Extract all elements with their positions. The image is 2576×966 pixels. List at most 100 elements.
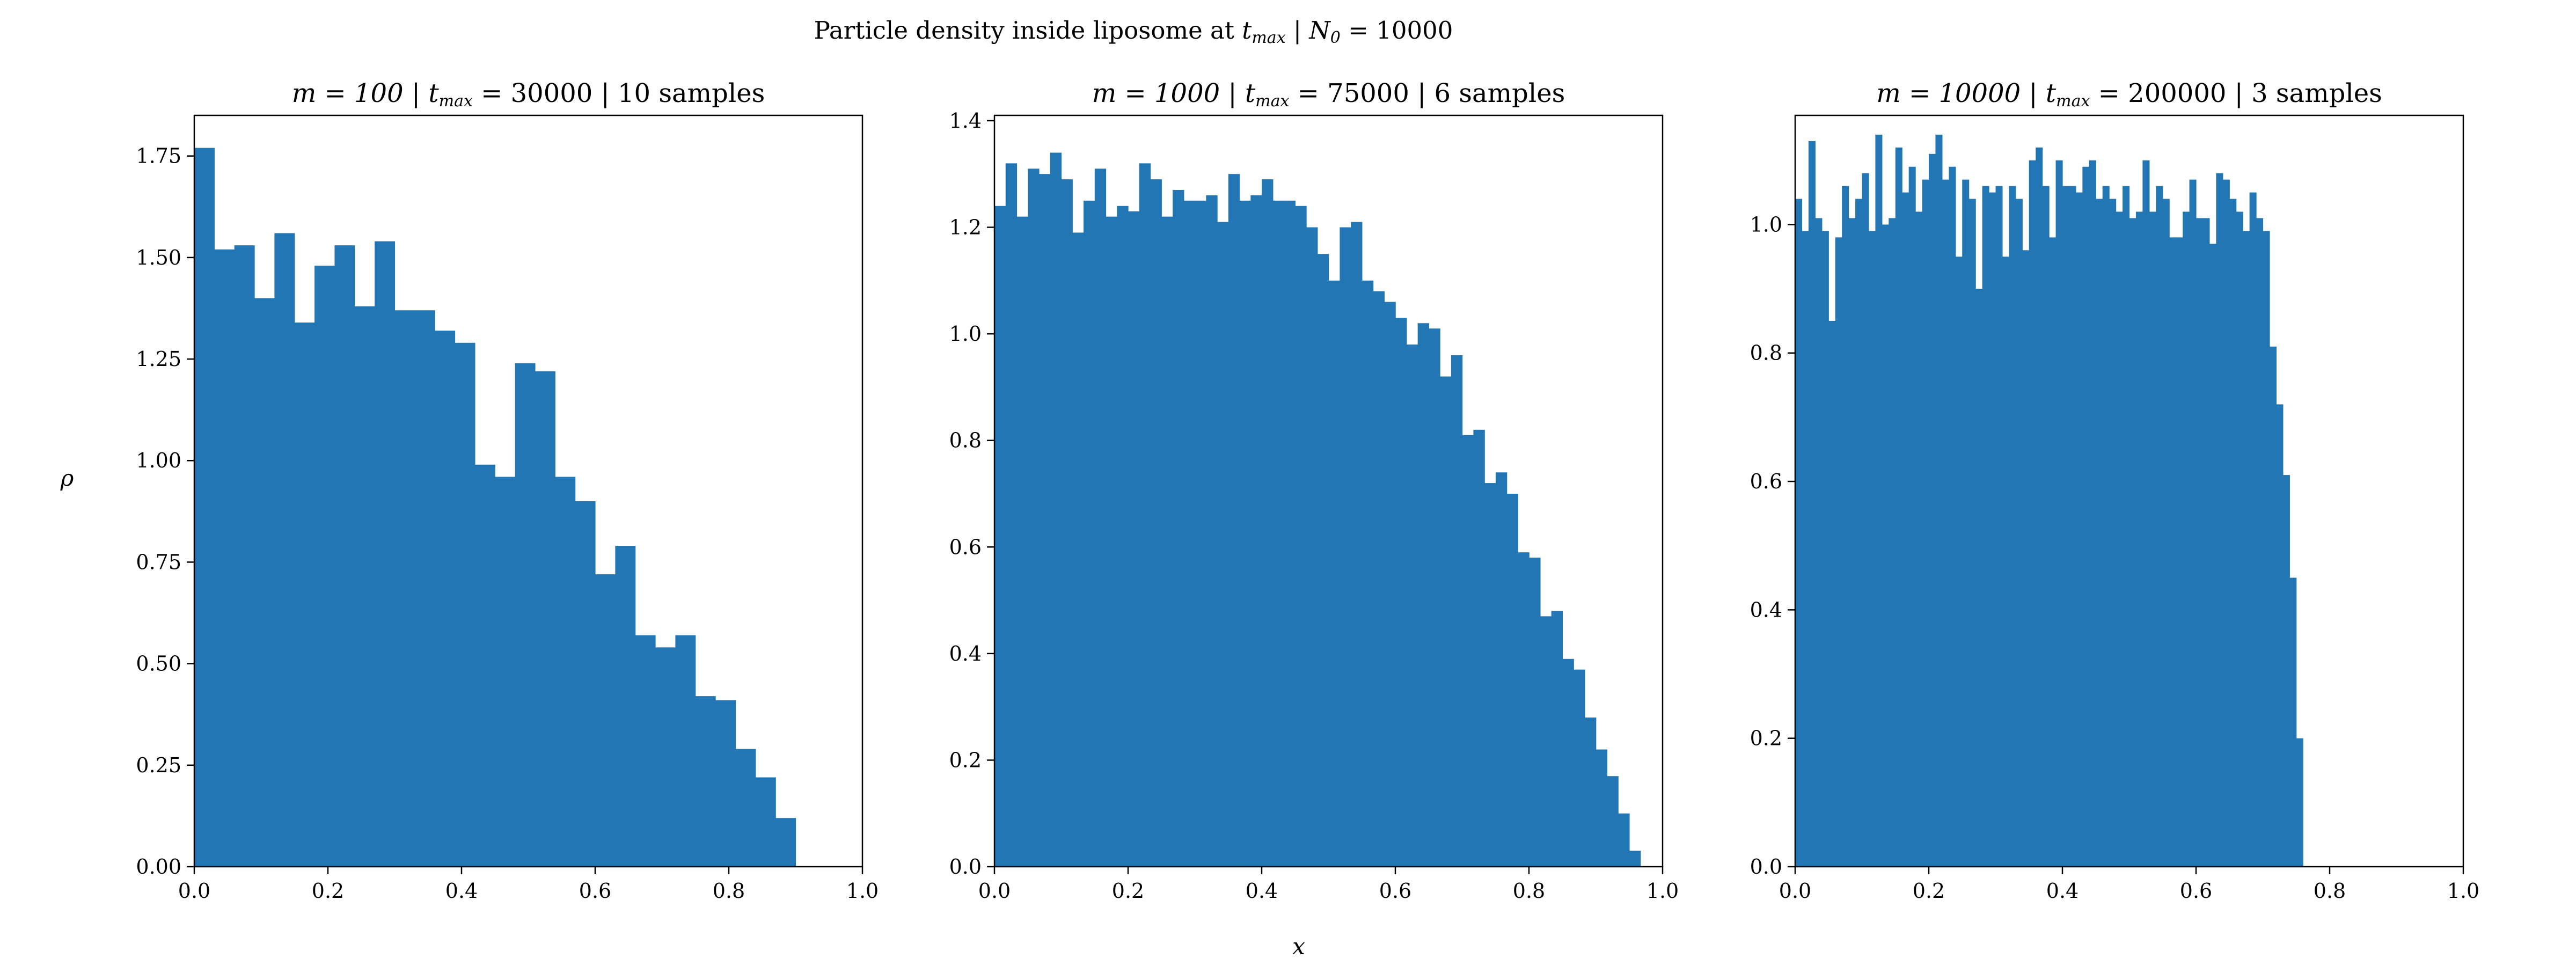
histogram-bar [1815, 218, 1823, 867]
histogram-bar [1284, 200, 1296, 867]
histogram-bar [1562, 658, 1574, 867]
histogram-bar [2109, 199, 2117, 867]
histogram-bar [1250, 195, 1262, 867]
histogram-bar [1484, 483, 1496, 867]
histogram-bar [1373, 291, 1385, 867]
histogram-bar [1968, 199, 1976, 867]
histogram-bar [1239, 200, 1251, 867]
histogram-bar [2129, 218, 2136, 867]
axes-frame [993, 114, 1664, 868]
histogram-bar [675, 635, 696, 867]
histogram-bar [1094, 169, 1107, 867]
histogram-bar [1540, 616, 1552, 867]
histogram-bar [1962, 179, 1970, 867]
histogram-bar [1889, 218, 1896, 867]
x-tick-label: 0.0 [1779, 879, 1811, 903]
histogram-bar [2176, 237, 2183, 867]
histogram-bar [1005, 163, 1018, 867]
histogram-bar [2222, 179, 2230, 867]
histogram-bar [1272, 200, 1285, 867]
histogram-bar [1217, 222, 1229, 867]
histogram-bar [2029, 160, 2036, 867]
histogram-bar [1362, 280, 1374, 867]
histogram-bar [1317, 254, 1329, 867]
histogram-bar [294, 322, 315, 867]
subplot-title: m = 1000 | tmax = 75000 | 6 samples [1092, 78, 1565, 111]
histogram-bar [2096, 199, 2103, 867]
histogram-bar [1802, 231, 1809, 867]
x-tick-label: 0.4 [1246, 879, 1278, 903]
histogram-bar [535, 371, 555, 867]
histogram-bar [234, 245, 255, 867]
histogram-bar [2149, 211, 2156, 867]
histogram-bar [2082, 166, 2090, 867]
histogram-bar [1795, 199, 1803, 867]
histogram-bar [1596, 749, 1608, 867]
figure-suptitle: Particle density inside liposome at tmax… [814, 16, 1453, 47]
histogram-bar [1084, 200, 1095, 867]
x-tick-label: 0.6 [2180, 879, 2212, 903]
histogram-bar [2196, 218, 2204, 867]
subplot-title: m = 100 | tmax = 30000 | 10 samples [292, 78, 765, 111]
histogram-bar [2276, 404, 2284, 867]
histogram-bar [1161, 216, 1173, 867]
y-tick-label: 1.2 [949, 216, 982, 239]
histogram-bar [2049, 237, 2057, 867]
histogram-bar [1262, 179, 1274, 867]
histogram-bar [695, 696, 716, 867]
histogram-bar [1618, 813, 1630, 867]
histogram-bar [1551, 611, 1563, 867]
histogram-bar [1039, 174, 1051, 867]
histogram-bar [2009, 186, 2016, 867]
y-tick-label: 0.75 [136, 550, 181, 574]
histogram-bar [1429, 328, 1440, 867]
histogram-bar [214, 249, 235, 867]
histogram-bar [1518, 552, 1529, 867]
histogram-bar [2069, 186, 2076, 867]
histogram-bar [1473, 429, 1485, 867]
histogram-bar [1328, 280, 1340, 867]
histogram-bar [2075, 192, 2083, 867]
y-tick-label: 1.0 [1750, 213, 1782, 236]
y-tick-label: 0.6 [949, 535, 982, 559]
y-tick-label: 0.2 [1750, 727, 1782, 750]
histogram-bar [2243, 231, 2250, 867]
histogram-bar [1173, 190, 1184, 867]
histogram-bar [1340, 227, 1351, 867]
histogram-bar [1982, 186, 1989, 867]
histogram-bar [1406, 344, 1418, 867]
histogram-bar [595, 574, 616, 867]
histogram-bar [2296, 738, 2303, 867]
histogram-bar [515, 363, 536, 867]
histogram-bar [1975, 289, 1983, 867]
histogram-bar [2289, 577, 2297, 867]
histogram-bar [1908, 166, 1916, 867]
histogram-bar [2123, 186, 2130, 867]
histogram-bar [1584, 717, 1597, 867]
y-tick-label: 0.8 [949, 429, 982, 452]
histogram-bar [2116, 211, 2123, 867]
histogram-bar [2216, 173, 2223, 867]
histogram-bar [1306, 227, 1318, 867]
histogram-bar [1942, 179, 1949, 867]
y-axis-label: ρ [60, 465, 74, 491]
histogram-bar [1574, 669, 1585, 867]
histogram-bar [1955, 257, 1963, 867]
histogram-bar [635, 635, 656, 867]
histogram-bar [2162, 199, 2170, 867]
histogram-bar [1395, 318, 1407, 867]
histogram-bar [2236, 211, 2243, 867]
histogram-bar [1828, 320, 1836, 867]
histogram-bar [1139, 163, 1151, 867]
histogram-bar [2036, 147, 2043, 867]
histogram-bar [715, 700, 736, 867]
histogram-bar [1915, 211, 1923, 867]
histogram-bar [1882, 224, 1889, 867]
histogram-bar [314, 266, 335, 867]
histogram-bar [1195, 200, 1206, 867]
y-tick-label: 0.4 [1750, 598, 1782, 621]
histogram-bar [334, 245, 355, 867]
x-tick-label: 1.0 [846, 879, 879, 903]
histogram-bar [1862, 173, 1869, 867]
y-tick-label: 1.00 [136, 449, 181, 472]
